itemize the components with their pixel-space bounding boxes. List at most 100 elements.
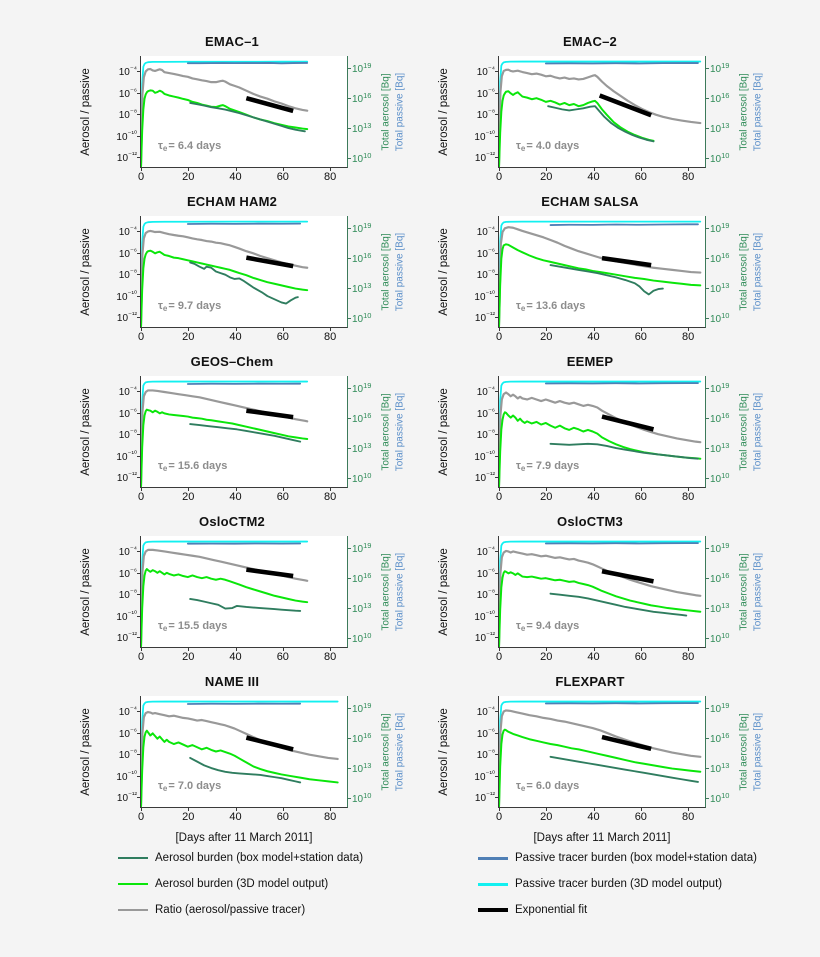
series-aerosol_3d — [499, 728, 702, 807]
y-tick-right — [347, 798, 351, 799]
series-passive_3d — [141, 540, 309, 647]
y-tick-left — [137, 594, 141, 596]
x-tick — [141, 487, 142, 491]
y-axis-left-title-text: Aerosol / passive — [80, 548, 93, 636]
series-aerosol_3d — [499, 243, 702, 327]
y-tick-left — [137, 274, 141, 276]
y-tick-left — [137, 455, 141, 457]
panel-title: FLEXPART — [555, 674, 625, 689]
y-axis-right-title-passive: Total passive [Bq] — [394, 552, 406, 632]
y-tick-label-left: 10⁻⁴ — [476, 543, 495, 559]
x-tick-label: 80 — [681, 811, 695, 823]
y-tick-right — [347, 478, 351, 479]
panel-emac-2: EMAC–2 Aerosol / passive Total aerosol [Bq… — [430, 34, 763, 194]
y-tick-label-left: 10⁻¹² — [116, 150, 137, 165]
y-tick-label-right: 1010 — [352, 150, 372, 166]
x-tick-label: 40 — [229, 491, 242, 503]
y-axis-right-title-aerosol: Total aerosol [Bq] — [380, 233, 392, 311]
y-axis-left-title-text: Aerosol / passive — [438, 548, 451, 636]
y-tick-label-right: 1010 — [710, 790, 730, 806]
tau-symbol: τ — [516, 460, 521, 472]
legend-item[interactable]: Exponential fit — [478, 904, 587, 916]
y-axis-left-title: Aerosol / passive — [78, 696, 94, 808]
tau-value: = 15.6 days — [168, 460, 228, 472]
x-tick-label: 20 — [540, 171, 553, 183]
plot-area: 10⁻⁴ 10⁻⁶ 10⁻⁸ 10⁻¹⁰ 10⁻¹² 1019 1016 1013 1010 0 2… — [474, 56, 729, 183]
y-axis-right-title-passive: Total passive [Bq] — [394, 72, 406, 152]
x-tick — [499, 807, 500, 811]
y-tick-label-left: 10⁻⁶ — [476, 405, 495, 420]
y-tick-left — [137, 551, 141, 553]
tau-annotation: τe= 7.0 days — [158, 780, 221, 793]
tau-value: = 13.6 days — [526, 300, 586, 312]
x-tick — [640, 647, 642, 651]
series-exp-fit — [245, 735, 294, 752]
legend-item[interactable]: Ratio (aerosol/passive tracer) — [118, 904, 305, 916]
x-tick-label: 40 — [587, 171, 600, 183]
y-tick-label-left: 10⁻⁶ — [118, 725, 137, 740]
y-tick-label-left: 10⁻¹⁰ — [474, 608, 495, 623]
x-tick-label: 60 — [276, 491, 289, 503]
legend-item[interactable]: Aerosol burden (3D model output) — [118, 878, 328, 890]
y-tick-label-left: 10⁻¹² — [474, 630, 495, 645]
y-axis-right-title-aerosol: Total aerosol [Bq] — [738, 393, 750, 471]
series-ratio — [141, 67, 309, 167]
y-tick-left — [495, 412, 499, 414]
x-tick — [499, 487, 500, 491]
y-tick-left — [137, 157, 141, 159]
y-tick-label-left: 10⁻⁴ — [476, 63, 495, 79]
panel-eemep: EEMEP Aerosol / passive Total aerosol [Bq]… — [430, 354, 763, 514]
y-tick-right — [347, 638, 351, 639]
x-tick-label: 20 — [540, 331, 553, 343]
tau-subscript: e — [162, 464, 168, 473]
y-tick-right — [705, 158, 709, 159]
x-axis-title: [Days after 11 March 2011] — [175, 832, 313, 844]
y-tick-label-left: 10⁻⁸ — [118, 746, 137, 762]
x-tick — [188, 167, 190, 171]
legend-item-label: Aerosol burden (3D model output) — [155, 878, 329, 890]
tau-symbol: τ — [158, 300, 163, 312]
y-tick-label-right: 1016 — [352, 250, 372, 266]
y-tick-label-right: 1013 — [710, 280, 730, 296]
y-tick-label-right: 1013 — [710, 600, 730, 616]
panel-title: EEMEP — [566, 354, 614, 369]
tau-symbol: τ — [158, 620, 163, 632]
legend-item[interactable]: Aerosol burden (box model+station data) — [118, 852, 363, 864]
panel-title: ECHAM HAM2 — [186, 194, 278, 209]
y-axis-right-title-passive: Total passive [Bq] — [752, 552, 764, 632]
y-tick-label-right: 1013 — [352, 760, 372, 776]
series-exp-fit — [245, 95, 294, 114]
y-tick-right — [347, 98, 351, 99]
tau-value: = 15.5 days — [168, 620, 228, 632]
y-tick-label-right: 1010 — [352, 310, 372, 326]
legend-item[interactable]: Passive tracer burden (box model+station… — [478, 852, 757, 864]
x-tick — [593, 807, 595, 811]
x-tick-label: 20 — [540, 491, 553, 503]
plot-area: 10⁻⁴ 10⁻⁶ 10⁻⁸ 10⁻¹⁰ 10⁻¹² 1019 1016 1013 1010 0 2… — [116, 376, 371, 503]
y-tick-label-left: 10⁻⁴ — [476, 383, 495, 399]
legend-line-swatch — [478, 908, 508, 912]
y-tick-label-right: 1019 — [352, 380, 372, 396]
y-tick-label-right: 1013 — [710, 120, 730, 136]
x-tick — [546, 327, 548, 331]
x-tick-label: 40 — [587, 491, 600, 503]
plot-area: 10⁻⁴ 10⁻⁶ 10⁻⁸ 10⁻¹⁰ 10⁻¹² 1019 1016 1013 1010 0 2… — [116, 536, 371, 663]
x-tick-label: 80 — [681, 491, 695, 503]
x-tick — [688, 327, 690, 331]
y-tick-label-left: 10⁻⁴ — [118, 703, 137, 719]
y-tick-label-right: 1019 — [352, 60, 372, 76]
y-axis-right-title-aerosol: Total aerosol [Bq] — [738, 553, 750, 631]
y-tick-left — [137, 391, 141, 393]
tau-subscript: e — [520, 624, 526, 633]
y-tick-label-right: 1010 — [352, 470, 372, 486]
y-axis-right-title-aerosol: Total aerosol [Bq] — [380, 713, 392, 791]
x-tick — [546, 647, 548, 651]
legend-item[interactable]: Passive tracer burden (3D model output) — [478, 878, 722, 890]
x-tick-label: 40 — [229, 171, 242, 183]
y-tick-left — [495, 455, 499, 457]
y-tick-left — [495, 252, 499, 254]
x-tick — [282, 647, 284, 651]
x-tick — [282, 807, 284, 811]
y-axis-right-titles: Total aerosol [Bq] Total passive [Bq] — [738, 56, 764, 168]
y-axis-right-title-aerosol: Total aerosol [Bq] — [380, 553, 392, 631]
